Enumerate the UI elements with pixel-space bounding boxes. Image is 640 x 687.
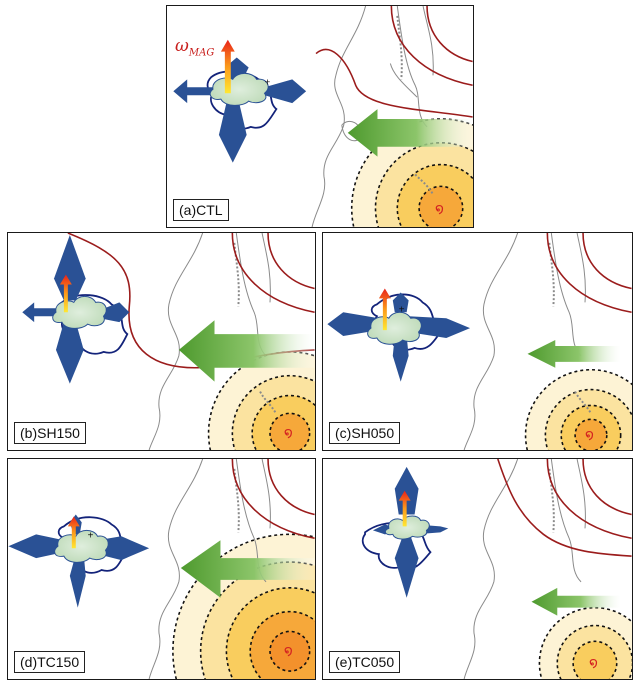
typhoon-icon: ໑ [284,642,293,658]
coastline [463,233,586,450]
typhoon-icon: ໑ [284,424,293,440]
panel-sh050: ໑ + (c)SH050 [322,232,633,451]
typhoon-icon: ໑ [435,200,444,216]
panel-sh050-map: ໑ + [327,233,632,450]
panel-tc150-map: ໑ + [8,459,315,679]
geopotential-contours [546,233,632,314]
moisture-flow-arrow [347,109,473,157]
panel-tc050: ໑ (e)TC050 [322,458,633,680]
panel-tc150: ໑ + (d)TC150 [7,458,316,680]
omega-arrow [59,274,72,313]
geopotential-contours [315,6,473,118]
panel-label: (c)SH050 [329,422,401,444]
panel-sh150: ໑ (b)SH150 [7,232,316,451]
omega-arrow [398,490,411,527]
panel-sh150-map: ໑ [22,233,315,450]
cloud-icon [209,72,269,106]
island-chain [396,15,434,195]
center-cross: + [88,530,94,541]
omega-arrow [220,39,235,94]
typhoon-rings [207,351,315,450]
cloud-icon [52,295,107,329]
moisture-flow-arrow [527,340,621,368]
region-outline [370,293,442,351]
typhoon-rings [172,533,315,679]
moisture-flow-arrow [180,540,315,598]
typhoon-rings [524,368,632,450]
typhoon-icon: ໑ [585,426,594,442]
typhoon-rings [538,606,632,679]
coastline [463,459,586,679]
cloud-icon [384,515,430,540]
geopotential-contours [231,459,315,540]
typhoon-icon: ໑ [589,654,598,670]
divergence-arrows [173,57,307,163]
panel-label: (b)SH150 [14,422,86,444]
geopotential-contours [497,459,632,557]
panel-label: (e)TC050 [329,651,401,673]
center-cross: + [399,304,405,315]
omega-arrow [378,288,391,331]
island-chain [233,468,240,533]
panel-label: (a)CTL [173,199,229,221]
divergence-arrows [327,292,471,382]
panel-ctl: ໑ [166,5,474,228]
island-chain [233,242,277,414]
moisture-flow-arrow [178,320,315,382]
moisture-flow-arrow [531,587,621,616]
cloud-icon [54,529,109,563]
island-chain [548,242,592,414]
omega-mag-label: ωMAG [175,36,215,59]
panel-ctl-map: ໑ [173,6,473,227]
island-chain [548,468,555,533]
omega-arrow [67,516,80,549]
cloud-icon [367,311,422,345]
panel-label: (d)TC150 [14,651,86,673]
panel-tc050-map: ໑ [361,459,632,679]
center-cross: + [265,77,271,88]
